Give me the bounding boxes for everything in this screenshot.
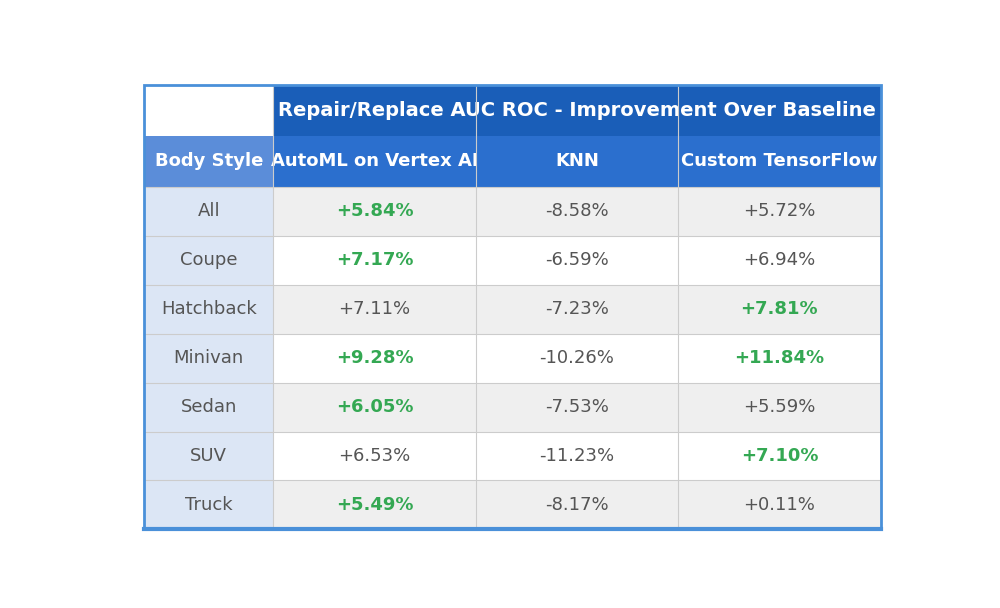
Bar — [273, 285, 476, 334]
Bar — [678, 236, 881, 285]
Text: +5.49%: +5.49% — [336, 496, 413, 514]
Bar — [273, 432, 476, 480]
Bar — [476, 334, 678, 382]
Bar — [678, 480, 881, 530]
Bar — [476, 480, 678, 530]
Bar — [678, 187, 881, 236]
Bar — [678, 432, 881, 480]
Text: +7.17%: +7.17% — [336, 251, 413, 269]
Text: +0.11%: +0.11% — [743, 496, 815, 514]
Text: KNN: KNN — [555, 153, 599, 170]
Text: Truck: Truck — [185, 496, 233, 514]
Text: Repair/Replace AUC ROC - Improvement Over Baseline: Repair/Replace AUC ROC - Improvement Ove… — [278, 101, 876, 120]
Text: +6.94%: +6.94% — [743, 251, 816, 269]
Text: -7.23%: -7.23% — [545, 300, 609, 318]
Text: +5.72%: +5.72% — [743, 202, 816, 221]
Bar — [273, 85, 881, 136]
Text: Body Style: Body Style — [155, 153, 263, 170]
Text: -10.26%: -10.26% — [539, 349, 614, 367]
Bar — [273, 187, 476, 236]
Bar — [273, 136, 476, 187]
Bar — [476, 187, 678, 236]
Text: -6.59%: -6.59% — [545, 251, 609, 269]
Bar — [678, 136, 881, 187]
Bar — [476, 285, 678, 334]
Text: +7.10%: +7.10% — [741, 447, 818, 465]
Text: +11.84%: +11.84% — [734, 349, 824, 367]
Bar — [476, 236, 678, 285]
Text: +7.81%: +7.81% — [741, 300, 818, 318]
Text: All: All — [197, 202, 220, 221]
Bar — [678, 334, 881, 382]
Bar — [273, 334, 476, 382]
Bar — [476, 432, 678, 480]
Text: Custom TensorFlow: Custom TensorFlow — [681, 153, 878, 170]
Text: Sedan: Sedan — [181, 398, 237, 416]
Bar — [476, 382, 678, 432]
Bar — [476, 136, 678, 187]
Text: Minivan: Minivan — [174, 349, 244, 367]
Bar — [144, 187, 273, 530]
Text: -8.17%: -8.17% — [545, 496, 609, 514]
Text: SUV: SUV — [190, 447, 227, 465]
Bar — [678, 382, 881, 432]
Text: Coupe: Coupe — [180, 251, 238, 269]
Text: +9.28%: +9.28% — [336, 349, 413, 367]
Text: +6.05%: +6.05% — [336, 398, 413, 416]
Text: -11.23%: -11.23% — [539, 447, 614, 465]
Text: +7.11%: +7.11% — [338, 300, 411, 318]
Bar — [678, 285, 881, 334]
Bar — [273, 382, 476, 432]
Bar — [273, 236, 476, 285]
Text: +5.84%: +5.84% — [336, 202, 413, 221]
Bar — [273, 480, 476, 530]
Text: -8.58%: -8.58% — [545, 202, 609, 221]
Text: -7.53%: -7.53% — [545, 398, 609, 416]
Text: AutoML on Vertex AI: AutoML on Vertex AI — [271, 153, 478, 170]
Text: Hatchback: Hatchback — [161, 300, 257, 318]
Text: +5.59%: +5.59% — [743, 398, 816, 416]
Bar — [144, 136, 273, 187]
Text: +6.53%: +6.53% — [338, 447, 411, 465]
